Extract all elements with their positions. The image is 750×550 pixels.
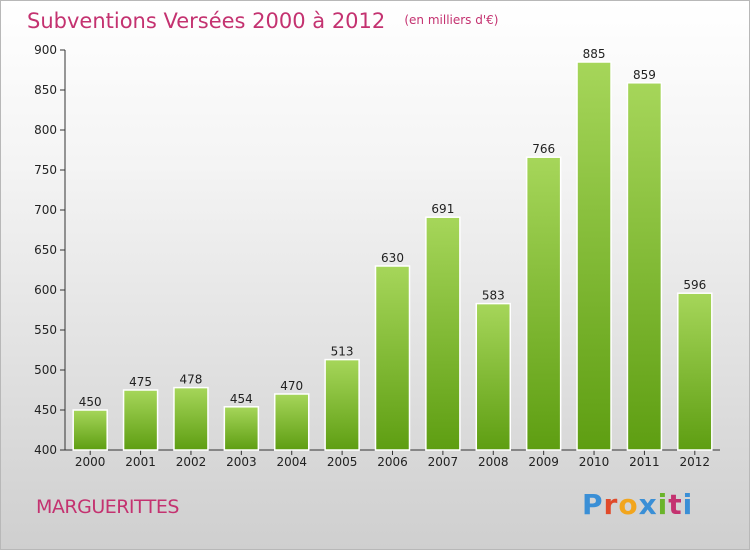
data-label: 583 [482,289,505,303]
x-tick-label: 2007 [428,455,459,469]
x-tick-label: 2009 [528,455,559,469]
data-label: 691 [431,202,454,216]
bar [122,389,159,451]
bar [525,156,562,451]
logo-letter: i [657,488,669,521]
data-label: 454 [230,392,253,406]
y-tick-label: 800 [34,123,57,137]
x-tick-label: 2003 [226,455,257,469]
title-row: Subventions Versées 2000 à 2012 (en mill… [27,9,498,33]
logo-letter: x [638,488,658,521]
commune-name: MARGUERITTES [36,496,179,518]
x-tick-label: 2001 [125,455,156,469]
bar [677,292,713,451]
bar [626,82,663,451]
data-label: 859 [633,68,656,82]
data-label: 475 [129,375,152,389]
y-tick-label: 750 [34,163,57,177]
y-tick-label: 850 [34,83,57,97]
bar [374,265,411,451]
x-tick-label: 2005 [327,455,358,469]
x-tick-label: 2006 [377,455,408,469]
chart-subtitle: (en milliers d'€) [404,13,499,27]
data-label: 766 [532,142,555,156]
y-tick-label: 900 [34,43,57,57]
data-label: 596 [683,278,706,292]
bar [324,358,360,451]
y-tick-label: 650 [34,243,57,257]
x-tick-label: 2002 [176,455,207,469]
data-label: 630 [381,251,404,265]
bar [173,386,209,451]
bar [475,302,512,451]
bar [273,393,310,451]
y-tick-label: 450 [34,403,57,417]
data-label: 885 [583,47,606,61]
x-tick-label: 2008 [478,455,509,469]
bar [72,409,108,451]
bar [223,406,260,451]
y-tick-label: 550 [34,323,57,337]
logo-letter: r [603,488,619,521]
logo-letter: t [668,488,683,521]
x-tick-label: 2004 [276,455,307,469]
y-tick-label: 700 [34,203,57,217]
chart-title: Subventions Versées 2000 à 2012 [27,9,386,33]
data-label: 513 [331,345,354,359]
data-label: 478 [180,373,203,387]
x-tick-label: 2012 [680,455,711,469]
logo-letter: o [618,488,639,521]
y-tick-label: 400 [34,443,57,457]
proxiti-logo: Proxiti [582,488,693,521]
x-tick-label: 2010 [579,455,610,469]
data-label: 450 [79,395,102,409]
logo-letter: P [582,488,604,521]
y-tick-label: 500 [34,363,57,377]
bars-layer [72,61,713,451]
bar [425,216,461,451]
data-label: 470 [280,379,303,393]
y-tick-label: 600 [34,283,57,297]
x-tick-label: 2000 [75,455,106,469]
bar [576,61,612,451]
labels-layer: 450 475 478 454 470 513 630 691 583 766 885 859 596 [79,47,707,409]
logo-letter: i [682,488,694,521]
x-tick-label: 2011 [629,455,660,469]
